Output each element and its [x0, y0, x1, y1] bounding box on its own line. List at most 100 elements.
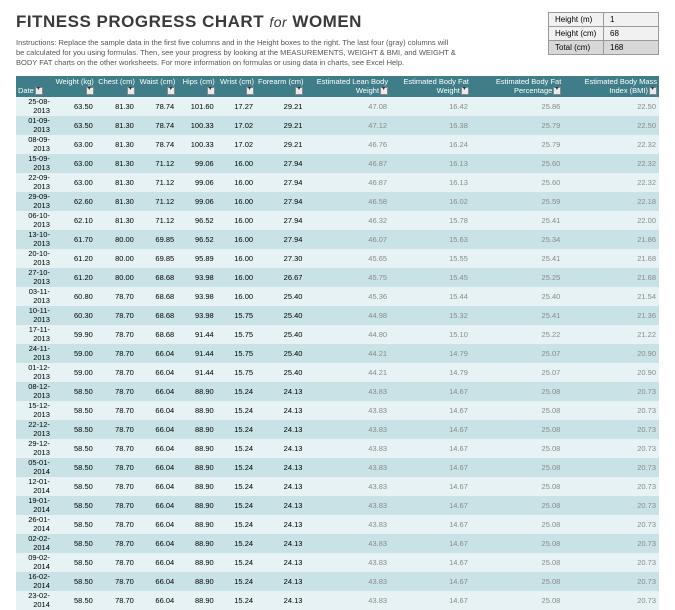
cell[interactable]: 78.70 [96, 325, 137, 344]
cell[interactable]: 03-11-2013 [16, 287, 53, 306]
cell[interactable]: 78.70 [96, 287, 137, 306]
filter-dropdown-icon[interactable] [380, 87, 388, 95]
cell[interactable]: 14.67 [390, 515, 471, 534]
cell[interactable]: 25.08 [471, 458, 563, 477]
cell[interactable]: 99.06 [177, 154, 217, 173]
table-row[interactable]: 08-09-201363.0081.3078.74100.3317.0229.2… [16, 135, 659, 154]
table-row[interactable]: 27-10-201361.2080.0068.6893.9816.0026.67… [16, 268, 659, 287]
cell[interactable]: 10-11-2013 [16, 306, 53, 325]
cell[interactable]: 15.32 [390, 306, 471, 325]
cell[interactable]: 25.08 [471, 591, 563, 610]
cell[interactable]: 14.67 [390, 420, 471, 439]
cell[interactable]: 02-02-2014 [16, 534, 53, 553]
cell[interactable]: 14.67 [390, 401, 471, 420]
cell[interactable]: 81.30 [96, 154, 137, 173]
cell[interactable]: 08-12-2013 [16, 382, 53, 401]
table-row[interactable]: 15-09-201363.0081.3071.1299.0616.0027.94… [16, 154, 659, 173]
cell[interactable]: 80.00 [96, 230, 137, 249]
filter-dropdown-icon[interactable] [461, 87, 469, 95]
cell[interactable]: 88.90 [177, 477, 217, 496]
cell[interactable]: 20.73 [563, 572, 659, 591]
cell[interactable]: 88.90 [177, 439, 217, 458]
cell[interactable]: 29-09-2013 [16, 192, 53, 211]
cell[interactable]: 27.94 [256, 211, 305, 230]
cell[interactable]: 25.07 [471, 344, 563, 363]
cell[interactable]: 59.00 [53, 344, 96, 363]
cell[interactable]: 21.54 [563, 287, 659, 306]
filter-dropdown-icon[interactable] [246, 87, 254, 95]
cell[interactable]: 25.60 [471, 154, 563, 173]
cell[interactable]: 66.04 [137, 591, 177, 610]
cell[interactable]: 66.04 [137, 477, 177, 496]
cell[interactable]: 24.13 [256, 401, 305, 420]
cell[interactable]: 91.44 [177, 363, 217, 382]
cell[interactable]: 22.00 [563, 211, 659, 230]
cell[interactable]: 09-02-2014 [16, 553, 53, 572]
cell[interactable]: 25.40 [256, 344, 305, 363]
filter-dropdown-icon[interactable] [127, 87, 135, 95]
cell[interactable]: 60.30 [53, 306, 96, 325]
cell[interactable]: 15.75 [217, 306, 256, 325]
cell[interactable]: 25.79 [471, 135, 563, 154]
cell[interactable]: 68.68 [137, 325, 177, 344]
table-row[interactable]: 15-12-201358.5078.7066.0488.9015.2424.13… [16, 401, 659, 420]
cell[interactable]: 15.44 [390, 287, 471, 306]
cell[interactable]: 62.10 [53, 211, 96, 230]
cell[interactable]: 14.67 [390, 439, 471, 458]
cell[interactable]: 58.50 [53, 439, 96, 458]
cell[interactable]: 88.90 [177, 553, 217, 572]
cell[interactable]: 20.90 [563, 344, 659, 363]
cell[interactable]: 15.24 [217, 572, 256, 591]
cell[interactable]: 43.83 [305, 553, 390, 572]
cell[interactable]: 78.74 [137, 135, 177, 154]
table-row[interactable]: 29-09-201362.6081.3071.1299.0616.0027.94… [16, 192, 659, 211]
table-row[interactable]: 13-10-201361.7080.0069.8596.5216.0027.94… [16, 230, 659, 249]
cell[interactable]: 46.87 [305, 173, 390, 192]
cell[interactable]: 20.73 [563, 382, 659, 401]
cell[interactable]: 81.30 [96, 192, 137, 211]
cell[interactable]: 24.13 [256, 553, 305, 572]
cell[interactable]: 29.21 [256, 116, 305, 135]
cell[interactable]: 21.68 [563, 268, 659, 287]
cell[interactable]: 25.08 [471, 553, 563, 572]
table-row[interactable]: 08-12-201358.5078.7066.0488.9015.2424.13… [16, 382, 659, 401]
cell[interactable]: 20.90 [563, 363, 659, 382]
cell[interactable]: 15.24 [217, 477, 256, 496]
cell[interactable]: 93.98 [177, 306, 217, 325]
cell[interactable]: 25.40 [471, 287, 563, 306]
table-row[interactable]: 02-02-201458.5078.7066.0488.9015.2424.13… [16, 534, 659, 553]
cell[interactable]: 20.73 [563, 458, 659, 477]
table-row[interactable]: 26-01-201458.5078.7066.0488.9015.2424.13… [16, 515, 659, 534]
cell[interactable]: 88.90 [177, 496, 217, 515]
table-row[interactable]: 29-12-201358.5078.7066.0488.9015.2424.13… [16, 439, 659, 458]
cell[interactable]: 24.13 [256, 496, 305, 515]
table-row[interactable]: 10-11-201360.3078.7068.6893.9815.7525.40… [16, 306, 659, 325]
cell[interactable]: 66.04 [137, 420, 177, 439]
cell[interactable]: 78.70 [96, 420, 137, 439]
cell[interactable]: 78.70 [96, 534, 137, 553]
table-row[interactable]: 20-10-201361.2080.0069.8595.8916.0027.30… [16, 249, 659, 268]
cell[interactable]: 78.70 [96, 515, 137, 534]
cell[interactable]: 95.89 [177, 249, 217, 268]
cell[interactable]: 25.08 [471, 515, 563, 534]
cell[interactable]: 71.12 [137, 173, 177, 192]
cell[interactable]: 68.68 [137, 268, 177, 287]
cell[interactable]: 66.04 [137, 572, 177, 591]
cell[interactable]: 46.87 [305, 154, 390, 173]
cell[interactable]: 15-12-2013 [16, 401, 53, 420]
cell[interactable]: 69.85 [137, 230, 177, 249]
cell[interactable]: 71.12 [137, 211, 177, 230]
cell[interactable]: 66.04 [137, 553, 177, 572]
cell[interactable]: 22.32 [563, 154, 659, 173]
col-header[interactable]: Date [16, 76, 53, 97]
cell[interactable]: 15-09-2013 [16, 154, 53, 173]
cell[interactable]: 78.74 [137, 97, 177, 116]
cell[interactable]: 78.70 [96, 344, 137, 363]
table-row[interactable]: 24-11-201359.0078.7066.0491.4415.7525.40… [16, 344, 659, 363]
cell[interactable]: 24.13 [256, 591, 305, 610]
table-row[interactable]: 25-08-201363.5081.3078.74101.6017.2729.2… [16, 97, 659, 116]
col-header[interactable]: Wrist (cm) [217, 76, 256, 97]
cell[interactable]: 25.40 [256, 306, 305, 325]
table-row[interactable]: 23-02-201458.5078.7066.0488.9015.2424.13… [16, 591, 659, 610]
cell[interactable]: 25.08 [471, 496, 563, 515]
